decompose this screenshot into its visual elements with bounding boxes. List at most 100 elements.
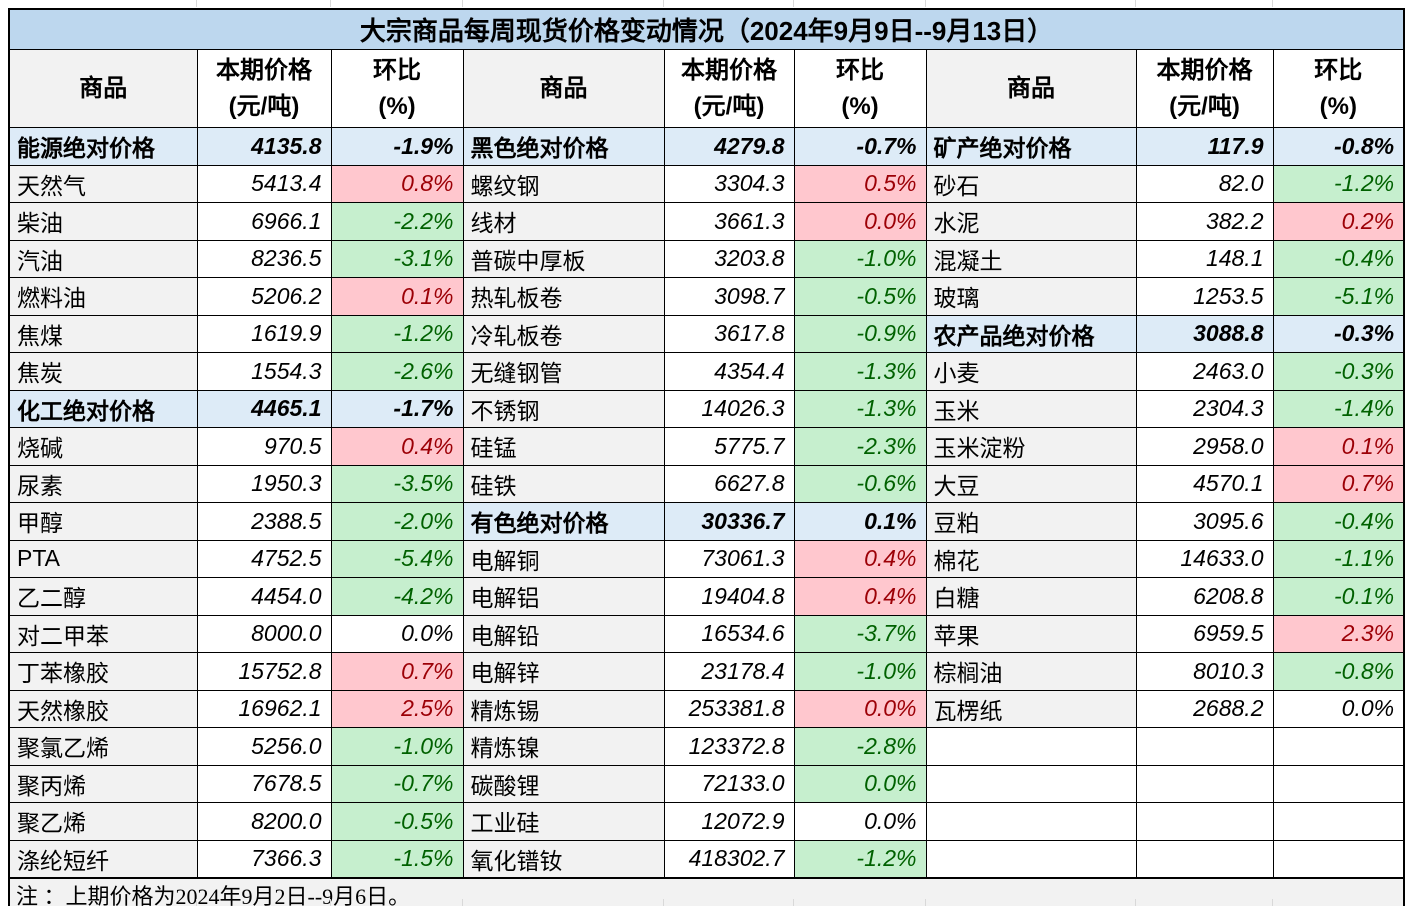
col-header-commodity-2[interactable]: 商品 [462, 49, 665, 128]
commodity-name-cell[interactable]: 乙二醇 [8, 577, 198, 616]
commodity-name-cell[interactable]: 电解锌 [462, 652, 665, 691]
commodity-name-cell[interactable]: 水泥 [925, 202, 1137, 241]
pct-change-cell[interactable]: -0.5% [330, 802, 464, 841]
commodity-name-cell[interactable]: 大豆 [925, 464, 1137, 503]
price-cell[interactable]: 3304.3 [663, 164, 795, 203]
price-cell[interactable]: 5413.4 [196, 164, 332, 203]
commodity-name-cell[interactable]: 混凝土 [925, 239, 1137, 278]
commodity-name-cell[interactable]: 化工绝对价格 [8, 389, 198, 428]
pct-change-cell[interactable]: -1.1% [1272, 539, 1405, 578]
pct-change-cell[interactable]: -0.4% [1272, 239, 1405, 278]
price-cell[interactable]: 3098.7 [663, 277, 795, 316]
commodity-name-cell[interactable]: 棉花 [925, 539, 1137, 578]
price-cell[interactable]: 3661.3 [663, 202, 795, 241]
price-cell[interactable]: 418302.7 [663, 839, 795, 878]
commodity-name-cell[interactable]: 焦炭 [8, 352, 198, 391]
pct-change-cell[interactable]: 0.5% [793, 164, 927, 203]
price-cell[interactable]: 2958.0 [1135, 427, 1274, 466]
price-cell[interactable]: 6208.8 [1135, 577, 1274, 616]
pct-change-cell[interactable] [1272, 839, 1405, 878]
price-cell[interactable] [1135, 727, 1274, 766]
pct-change-cell[interactable]: -3.5% [330, 464, 464, 503]
pct-change-cell[interactable]: -1.4% [1272, 389, 1405, 428]
price-cell[interactable]: 3203.8 [663, 239, 795, 278]
pct-change-cell[interactable]: -1.0% [793, 652, 927, 691]
price-cell[interactable]: 1253.5 [1135, 277, 1274, 316]
pct-change-cell[interactable]: 0.1% [793, 502, 927, 541]
commodity-name-cell[interactable]: 豆粕 [925, 502, 1137, 541]
price-cell[interactable]: 3088.8 [1135, 314, 1274, 353]
pct-change-cell[interactable]: 0.4% [330, 427, 464, 466]
pct-change-cell[interactable]: -1.3% [793, 352, 927, 391]
price-cell[interactable] [1135, 764, 1274, 803]
pct-change-cell[interactable]: -5.4% [330, 539, 464, 578]
pct-change-cell[interactable]: 0.4% [793, 577, 927, 616]
price-cell[interactable]: 8200.0 [196, 802, 332, 841]
pct-change-cell[interactable]: 2.3% [1272, 614, 1405, 653]
commodity-name-cell[interactable]: 不锈钢 [462, 389, 665, 428]
price-cell[interactable]: 1619.9 [196, 314, 332, 353]
pct-change-cell[interactable] [1272, 764, 1405, 803]
pct-change-cell[interactable]: 0.0% [793, 689, 927, 728]
price-cell[interactable]: 6627.8 [663, 464, 795, 503]
pct-change-cell[interactable]: -1.2% [330, 314, 464, 353]
col-header-pct-1[interactable]: 环比 (%) [330, 49, 464, 128]
commodity-name-cell[interactable]: 天然气 [8, 164, 198, 203]
commodity-name-cell[interactable]: 焦煤 [8, 314, 198, 353]
pct-change-cell[interactable]: -0.9% [793, 314, 927, 353]
pct-change-cell[interactable]: -2.8% [793, 727, 927, 766]
commodity-name-cell[interactable]: 精炼镍 [462, 727, 665, 766]
price-cell[interactable]: 6959.5 [1135, 614, 1274, 653]
table-title[interactable]: 大宗商品每周现货价格变动情况（2024年9月9日--9月13日） [8, 8, 1405, 50]
pct-change-cell[interactable]: -1.2% [793, 839, 927, 878]
commodity-name-cell[interactable]: 电解铝 [462, 577, 665, 616]
commodity-name-cell[interactable]: 甲醇 [8, 502, 198, 541]
pct-change-cell[interactable]: -1.2% [1272, 164, 1405, 203]
pct-change-cell[interactable]: 0.7% [330, 652, 464, 691]
pct-change-cell[interactable] [1272, 802, 1405, 841]
price-cell[interactable]: 4570.1 [1135, 464, 1274, 503]
col-header-pct-2[interactable]: 环比 (%) [793, 49, 927, 128]
price-cell[interactable]: 5256.0 [196, 727, 332, 766]
price-cell[interactable]: 4354.4 [663, 352, 795, 391]
price-cell[interactable]: 2304.3 [1135, 389, 1274, 428]
pct-change-cell[interactable]: -2.6% [330, 352, 464, 391]
col-header-price-1[interactable]: 本期价格 (元/吨) [196, 49, 332, 128]
pct-change-cell[interactable]: -0.7% [793, 127, 927, 166]
pct-change-cell[interactable]: 2.5% [330, 689, 464, 728]
price-cell[interactable]: 970.5 [196, 427, 332, 466]
pct-change-cell[interactable]: -1.3% [793, 389, 927, 428]
price-cell[interactable]: 1950.3 [196, 464, 332, 503]
commodity-name-cell[interactable]: 硅锰 [462, 427, 665, 466]
price-cell[interactable]: 19404.8 [663, 577, 795, 616]
commodity-name-cell[interactable]: 聚乙烯 [8, 802, 198, 841]
price-cell[interactable]: 73061.3 [663, 539, 795, 578]
commodity-name-cell[interactable]: 尿素 [8, 464, 198, 503]
commodity-name-cell[interactable]: 汽油 [8, 239, 198, 278]
price-cell[interactable]: 117.9 [1135, 127, 1274, 166]
commodity-name-cell[interactable]: 线材 [462, 202, 665, 241]
commodity-name-cell[interactable]: 有色绝对价格 [462, 502, 665, 541]
price-cell[interactable]: 3095.6 [1135, 502, 1274, 541]
pct-change-cell[interactable]: 0.0% [793, 202, 927, 241]
price-cell[interactable]: 123372.8 [663, 727, 795, 766]
commodity-name-cell[interactable] [925, 839, 1137, 878]
price-cell[interactable]: 15752.8 [196, 652, 332, 691]
commodity-name-cell[interactable]: 天然橡胶 [8, 689, 198, 728]
commodity-name-cell[interactable]: 苹果 [925, 614, 1137, 653]
pct-change-cell[interactable]: 0.0% [1272, 689, 1405, 728]
price-cell[interactable]: 30336.7 [663, 502, 795, 541]
pct-change-cell[interactable]: 0.8% [330, 164, 464, 203]
price-cell[interactable]: 4279.8 [663, 127, 795, 166]
table-note[interactable]: 注 ：上期价格为2024年9月2日--9月6日。 [8, 876, 1405, 906]
commodity-name-cell[interactable]: 白糖 [925, 577, 1137, 616]
commodity-name-cell[interactable]: 砂石 [925, 164, 1137, 203]
pct-change-cell[interactable]: -1.0% [330, 727, 464, 766]
pct-change-cell[interactable]: -0.5% [793, 277, 927, 316]
pct-change-cell[interactable]: -1.0% [793, 239, 927, 278]
commodity-name-cell[interactable]: 普碳中厚板 [462, 239, 665, 278]
commodity-name-cell[interactable]: 无缝钢管 [462, 352, 665, 391]
price-cell[interactable]: 3617.8 [663, 314, 795, 353]
commodity-name-cell[interactable]: 柴油 [8, 202, 198, 241]
pct-change-cell[interactable]: 0.0% [330, 614, 464, 653]
